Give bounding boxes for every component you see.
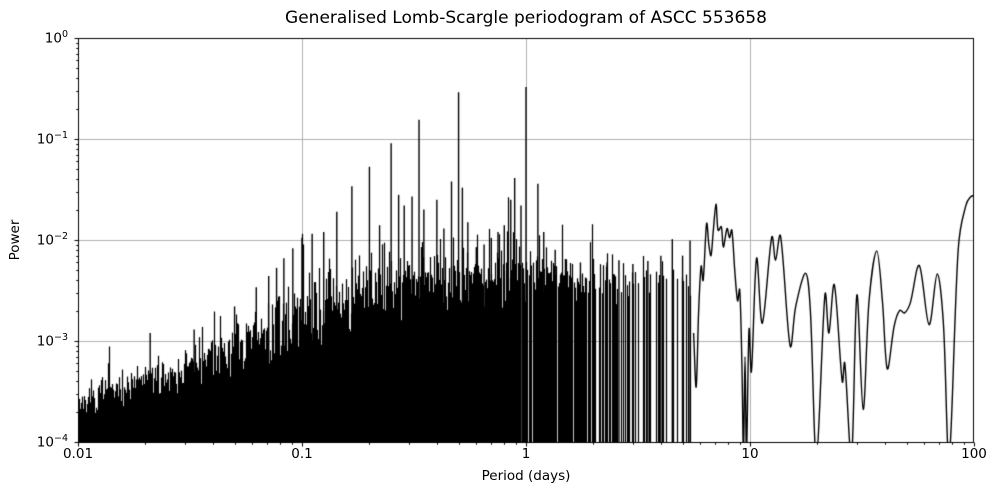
y-tick-label: 10−1 [0,130,68,148]
y-tick-label: 100 [0,29,68,47]
y-tick-base: 10 [36,131,54,148]
y-tick-base: 10 [44,30,62,47]
x-tick-label: 100 [961,446,987,462]
y-tick-exponent: 0 [61,28,68,40]
x-tick-label: 0.1 [291,446,313,462]
chart-title: Generalised Lomb-Scargle periodogram of … [285,8,767,28]
x-tick-label: 10 [741,446,759,462]
y-tick-exponent: −4 [53,432,68,444]
y-tick-label: 10−3 [0,332,68,350]
y-tick-exponent: −3 [53,331,68,343]
y-tick-exponent: −1 [53,129,68,141]
y-tick-base: 10 [36,333,54,350]
x-tick-label: 0.01 [62,446,94,462]
y-tick-base: 10 [36,232,54,249]
x-axis-label: Period (days) [481,468,571,484]
y-tick-exponent: −2 [53,230,68,242]
y-tick-base: 10 [36,434,54,451]
x-tick-label: 1 [521,446,531,462]
y-tick-label: 10−4 [0,433,68,451]
y-tick-label: 10−2 [0,231,68,249]
